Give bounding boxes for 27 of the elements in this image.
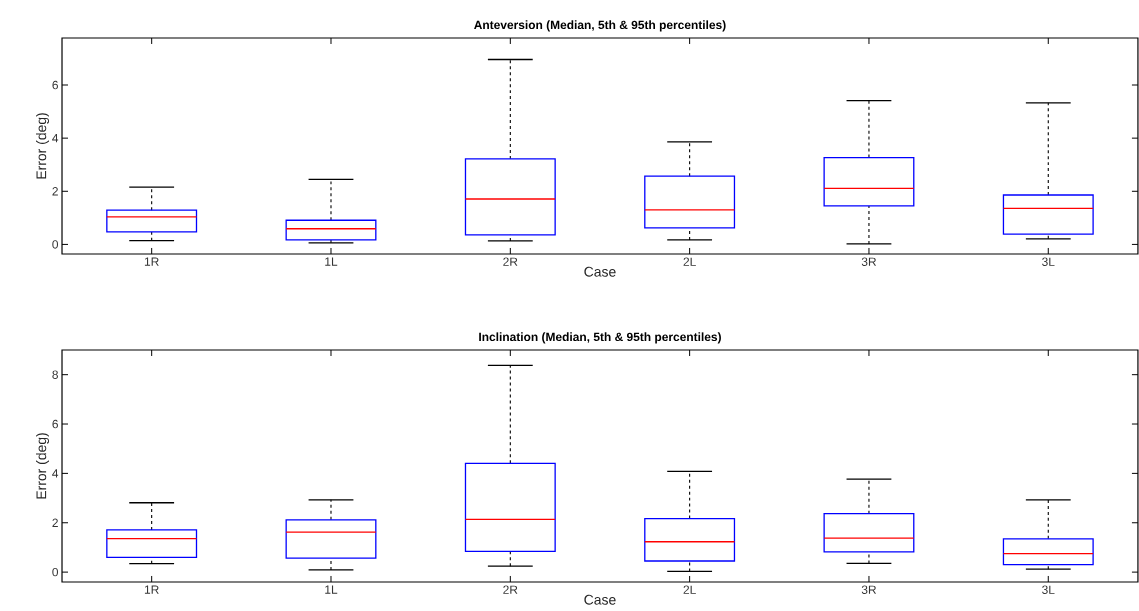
x-tick-label: 2R [503,257,518,266]
chart-title: Anteversion (Median, 5th & 95th percentiles) [474,20,726,32]
y-axis-title: Error (deg) [36,113,49,179]
y-tick-label: 6 [52,80,58,90]
x-tick-label: 2L [683,585,696,594]
y-tick-label: 4 [52,469,59,478]
x-tick-label: 1L [325,257,338,266]
chart-title: Inclination (Median, 5th & 95th percentiles) [479,332,721,344]
x-tick-label: 1L [325,585,338,594]
x-tick-label: 2L [683,257,696,266]
x-tick-label: 1R [144,585,159,594]
x-axis-title: Case [584,266,616,277]
x-tick-label: 2R [503,585,518,594]
x-tick-label: 3L [1042,257,1055,266]
y-tick-label: 4 [52,134,59,143]
y-axis-title: Error (deg) [36,433,49,499]
x-tick-label: 3L [1042,585,1055,594]
y-tick-label: 2 [52,187,58,196]
y-tick-label: 8 [52,370,58,379]
x-axis-title: Case [584,594,616,605]
x-tick-label: 1R [144,257,159,266]
x-tick-label: 3R [861,257,877,266]
x-tick-label: 3R [861,585,877,594]
y-tick-label: 0 [52,567,59,577]
y-tick-label: 0 [52,240,59,249]
y-tick-label: 2 [52,518,58,527]
y-tick-label: 6 [52,419,58,429]
